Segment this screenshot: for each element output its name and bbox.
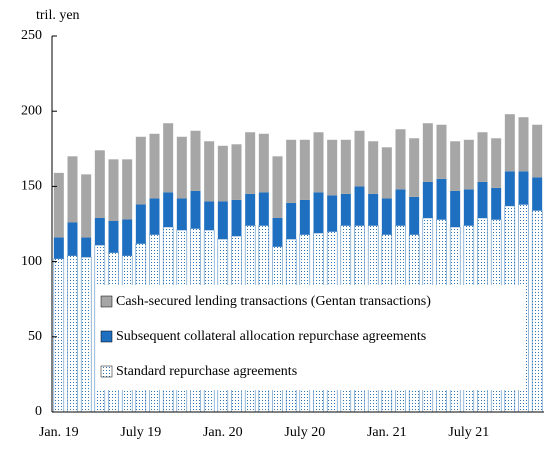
bar-segment [245, 193, 256, 226]
bar-segment [299, 139, 310, 200]
bar-segment [80, 256, 92, 413]
bar-segment [67, 156, 78, 223]
bar-segment [272, 217, 283, 247]
legend-box [96, 285, 526, 390]
bar-segment [504, 114, 515, 172]
legend-label: Standard repurchase agreements [116, 364, 297, 379]
legend-label: Cash-secured lending transactions (Genta… [116, 294, 431, 309]
bar-segment [436, 124, 447, 179]
bar-segment [395, 129, 406, 190]
bar-segment [149, 133, 160, 199]
bar-segment [450, 141, 461, 191]
bar-segment [532, 177, 543, 211]
bar-segment [94, 150, 105, 218]
legend-label: Subsequent collateral allocation repurch… [116, 329, 426, 344]
bar-segment [217, 145, 228, 202]
bar-segment [518, 171, 529, 205]
bar-segment [477, 181, 488, 218]
bar-segment [354, 186, 365, 226]
bar-segment [313, 132, 324, 193]
y-tick-label: 50 [28, 329, 42, 344]
bar-segment [327, 195, 338, 232]
bar-segment [518, 117, 529, 172]
y-tick-label: 0 [35, 404, 42, 419]
bar-segment [53, 172, 64, 238]
bar-segment [81, 237, 92, 258]
bar-segment [504, 171, 515, 206]
bar-segment [477, 132, 488, 182]
bar-segment [327, 139, 338, 196]
bar-segment [67, 222, 78, 256]
legend-swatch [100, 330, 113, 343]
bar-segment [231, 144, 242, 200]
bar-segment [245, 132, 256, 194]
y-tick-label: 200 [21, 103, 42, 118]
x-tick-label: July 21 [448, 425, 489, 440]
bar-segment [53, 237, 64, 259]
bar-segment [122, 219, 133, 256]
x-tick-label: Jan. 19 [39, 425, 79, 440]
bar-segment [299, 199, 310, 235]
y-tick-label: 150 [21, 179, 42, 194]
x-tick-label: July 20 [284, 425, 325, 440]
bar-segment [163, 123, 174, 193]
bar-segment [368, 193, 379, 226]
bar-segment [108, 220, 119, 253]
bar-segment [94, 217, 105, 246]
bar-segment [122, 159, 133, 220]
bar-segment [190, 130, 201, 191]
bar-segment [176, 136, 187, 199]
bar-segment [340, 139, 351, 194]
bar-segment [286, 202, 297, 240]
bar-segment [53, 258, 65, 413]
bar-segment [463, 189, 474, 226]
bar-segment [176, 198, 187, 231]
bar-segment [491, 187, 502, 220]
x-tick-label: July 19 [120, 425, 161, 440]
bar-segment [422, 181, 433, 218]
bar-segment [381, 198, 392, 235]
bar-segment [450, 190, 461, 228]
legend-swatch [100, 295, 113, 308]
bar-segment [409, 138, 420, 197]
bar-segment [463, 139, 474, 190]
bar-segment [422, 123, 433, 182]
bar-segment [531, 210, 543, 413]
bar-segment [532, 124, 543, 178]
bar-segment [67, 255, 78, 413]
bar-segment [381, 147, 392, 199]
bar-segment [108, 159, 119, 221]
bar-segment [409, 196, 420, 235]
bar-segment [149, 198, 160, 235]
bar-segment [354, 130, 365, 187]
bar-segment [368, 141, 379, 194]
bar-segment [135, 136, 146, 205]
bar-segment [231, 199, 242, 237]
bar-segment [190, 190, 201, 229]
bar-segment [163, 192, 174, 228]
x-tick-label: Jan. 21 [367, 425, 407, 440]
y-axis-label: tril. yen [36, 8, 80, 23]
bar-segment [258, 133, 269, 193]
bar-segment [204, 201, 215, 231]
y-tick-label: 250 [21, 28, 42, 43]
bar-segment [491, 138, 502, 188]
legend-swatch [100, 365, 113, 378]
bar-segment [340, 193, 351, 226]
bar-segment [286, 139, 297, 203]
bar-segment [272, 156, 283, 218]
bar-segment [135, 204, 146, 244]
bar-segment [258, 192, 269, 226]
x-tick-label: Jan. 20 [203, 425, 243, 440]
bar-segment [436, 178, 447, 220]
bar-segment [81, 174, 92, 238]
bar-segment [217, 201, 228, 240]
bar-segment [395, 189, 406, 226]
y-tick-label: 100 [21, 254, 42, 269]
bar-segment [313, 192, 324, 234]
bar-segment [204, 141, 215, 202]
